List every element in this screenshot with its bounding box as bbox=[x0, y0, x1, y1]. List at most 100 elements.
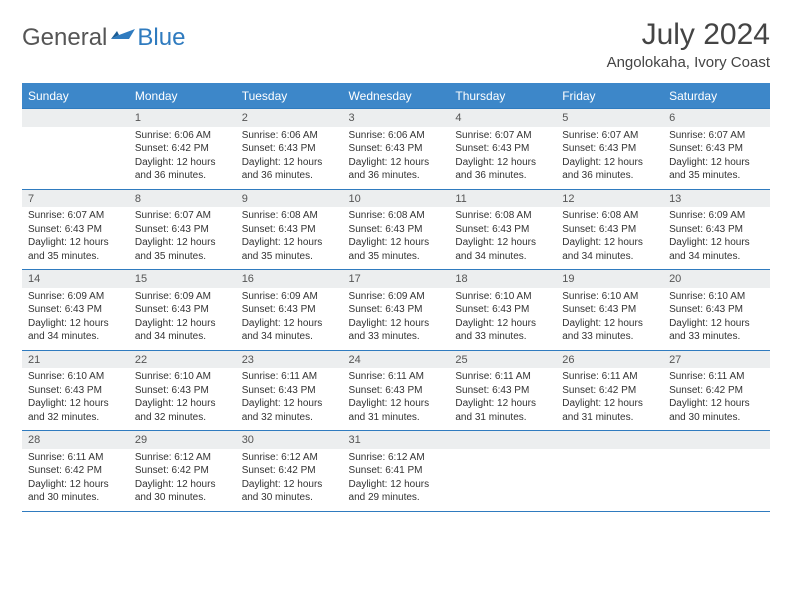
sunset-text: Sunset: 6:43 PM bbox=[349, 223, 444, 237]
day-info-cell: Sunrise: 6:10 AMSunset: 6:43 PMDaylight:… bbox=[22, 368, 129, 431]
sunset-text: Sunset: 6:42 PM bbox=[562, 384, 657, 398]
date-cell: 26 bbox=[556, 350, 663, 368]
sunrise-text: Sunrise: 6:07 AM bbox=[135, 209, 230, 223]
daylight-text: Daylight: 12 hours and 35 minutes. bbox=[669, 156, 764, 183]
sunset-text: Sunset: 6:42 PM bbox=[135, 464, 230, 478]
day-info-cell: Sunrise: 6:07 AMSunset: 6:43 PMDaylight:… bbox=[556, 127, 663, 190]
month-title: July 2024 bbox=[607, 18, 770, 52]
location-label: Angolokaha, Ivory Coast bbox=[607, 54, 770, 71]
brand-logo: General Blue bbox=[22, 18, 185, 52]
sunset-text: Sunset: 6:42 PM bbox=[669, 384, 764, 398]
day-info-cell: Sunrise: 6:10 AMSunset: 6:43 PMDaylight:… bbox=[556, 288, 663, 351]
daylight-text: Daylight: 12 hours and 35 minutes. bbox=[135, 236, 230, 263]
daylight-text: Daylight: 12 hours and 33 minutes. bbox=[349, 317, 444, 344]
sunrise-text: Sunrise: 6:07 AM bbox=[669, 129, 764, 143]
sunrise-text: Sunrise: 6:07 AM bbox=[562, 129, 657, 143]
day-info-cell: Sunrise: 6:09 AMSunset: 6:43 PMDaylight:… bbox=[343, 288, 450, 351]
sunset-text: Sunset: 6:41 PM bbox=[349, 464, 444, 478]
day-info-cell bbox=[449, 449, 556, 512]
sunrise-text: Sunrise: 6:11 AM bbox=[455, 370, 550, 384]
date-cell: 25 bbox=[449, 350, 556, 368]
daylight-text: Daylight: 12 hours and 31 minutes. bbox=[455, 397, 550, 424]
daylight-text: Daylight: 12 hours and 30 minutes. bbox=[242, 478, 337, 505]
sunrise-text: Sunrise: 6:06 AM bbox=[242, 129, 337, 143]
daylight-text: Daylight: 12 hours and 33 minutes. bbox=[669, 317, 764, 344]
sunset-text: Sunset: 6:43 PM bbox=[562, 223, 657, 237]
date-cell: 20 bbox=[663, 270, 770, 288]
date-cell: 17 bbox=[343, 270, 450, 288]
sunset-text: Sunset: 6:43 PM bbox=[669, 303, 764, 317]
day-info-cell: Sunrise: 6:12 AMSunset: 6:41 PMDaylight:… bbox=[343, 449, 450, 512]
sunrise-text: Sunrise: 6:09 AM bbox=[28, 290, 123, 304]
sunset-text: Sunset: 6:43 PM bbox=[242, 223, 337, 237]
day-info-cell: Sunrise: 6:07 AMSunset: 6:43 PMDaylight:… bbox=[22, 207, 129, 270]
daylight-text: Daylight: 12 hours and 36 minutes. bbox=[455, 156, 550, 183]
sunset-text: Sunset: 6:43 PM bbox=[242, 142, 337, 156]
header: General Blue July 2024 Angolokaha, Ivory… bbox=[22, 18, 770, 71]
sunset-text: Sunset: 6:43 PM bbox=[562, 303, 657, 317]
date-cell bbox=[449, 431, 556, 449]
daylight-text: Daylight: 12 hours and 29 minutes. bbox=[349, 478, 444, 505]
sunrise-text: Sunrise: 6:06 AM bbox=[135, 129, 230, 143]
date-cell: 3 bbox=[343, 109, 450, 127]
daylight-text: Daylight: 12 hours and 34 minutes. bbox=[135, 317, 230, 344]
day-info-cell bbox=[22, 127, 129, 190]
daylight-text: Daylight: 12 hours and 36 minutes. bbox=[135, 156, 230, 183]
day-info-cell: Sunrise: 6:08 AMSunset: 6:43 PMDaylight:… bbox=[343, 207, 450, 270]
day-info-cell: Sunrise: 6:09 AMSunset: 6:43 PMDaylight:… bbox=[663, 207, 770, 270]
day-info-cell: Sunrise: 6:07 AMSunset: 6:43 PMDaylight:… bbox=[449, 127, 556, 190]
info-row: Sunrise: 6:11 AMSunset: 6:42 PMDaylight:… bbox=[22, 449, 770, 512]
title-block: July 2024 Angolokaha, Ivory Coast bbox=[607, 18, 770, 71]
sunset-text: Sunset: 6:43 PM bbox=[28, 384, 123, 398]
sunrise-text: Sunrise: 6:09 AM bbox=[242, 290, 337, 304]
daylight-text: Daylight: 12 hours and 34 minutes. bbox=[242, 317, 337, 344]
day-info-cell: Sunrise: 6:08 AMSunset: 6:43 PMDaylight:… bbox=[556, 207, 663, 270]
daylight-text: Daylight: 12 hours and 34 minutes. bbox=[669, 236, 764, 263]
date-cell: 23 bbox=[236, 350, 343, 368]
sunrise-text: Sunrise: 6:12 AM bbox=[135, 451, 230, 465]
sunrise-text: Sunrise: 6:06 AM bbox=[349, 129, 444, 143]
daylight-text: Daylight: 12 hours and 30 minutes. bbox=[669, 397, 764, 424]
sunrise-text: Sunrise: 6:09 AM bbox=[669, 209, 764, 223]
calendar-table: Sunday Monday Tuesday Wednesday Thursday… bbox=[22, 83, 770, 512]
date-cell: 8 bbox=[129, 189, 236, 207]
sunset-text: Sunset: 6:42 PM bbox=[28, 464, 123, 478]
date-row: 28293031 bbox=[22, 431, 770, 449]
date-cell: 18 bbox=[449, 270, 556, 288]
day-info-cell: Sunrise: 6:11 AMSunset: 6:43 PMDaylight:… bbox=[236, 368, 343, 431]
daylight-text: Daylight: 12 hours and 34 minutes. bbox=[562, 236, 657, 263]
date-cell: 4 bbox=[449, 109, 556, 127]
sunrise-text: Sunrise: 6:08 AM bbox=[455, 209, 550, 223]
day-info-cell: Sunrise: 6:08 AMSunset: 6:43 PMDaylight:… bbox=[449, 207, 556, 270]
day-info-cell: Sunrise: 6:11 AMSunset: 6:43 PMDaylight:… bbox=[343, 368, 450, 431]
sunrise-text: Sunrise: 6:10 AM bbox=[135, 370, 230, 384]
day-info-cell: Sunrise: 6:08 AMSunset: 6:43 PMDaylight:… bbox=[236, 207, 343, 270]
sunrise-text: Sunrise: 6:10 AM bbox=[669, 290, 764, 304]
sunrise-text: Sunrise: 6:11 AM bbox=[669, 370, 764, 384]
date-cell: 24 bbox=[343, 350, 450, 368]
date-cell: 27 bbox=[663, 350, 770, 368]
sunrise-text: Sunrise: 6:12 AM bbox=[349, 451, 444, 465]
info-row: Sunrise: 6:07 AMSunset: 6:43 PMDaylight:… bbox=[22, 207, 770, 270]
weekday-header: Saturday bbox=[663, 84, 770, 109]
date-cell: 30 bbox=[236, 431, 343, 449]
day-info-cell: Sunrise: 6:06 AMSunset: 6:43 PMDaylight:… bbox=[343, 127, 450, 190]
daylight-text: Daylight: 12 hours and 32 minutes. bbox=[28, 397, 123, 424]
date-cell bbox=[556, 431, 663, 449]
sunrise-text: Sunrise: 6:10 AM bbox=[28, 370, 123, 384]
date-cell: 22 bbox=[129, 350, 236, 368]
sunset-text: Sunset: 6:42 PM bbox=[242, 464, 337, 478]
day-info-cell: Sunrise: 6:10 AMSunset: 6:43 PMDaylight:… bbox=[663, 288, 770, 351]
weekday-header: Monday bbox=[129, 84, 236, 109]
info-row: Sunrise: 6:09 AMSunset: 6:43 PMDaylight:… bbox=[22, 288, 770, 351]
sunrise-text: Sunrise: 6:08 AM bbox=[562, 209, 657, 223]
sunset-text: Sunset: 6:43 PM bbox=[135, 303, 230, 317]
daylight-text: Daylight: 12 hours and 35 minutes. bbox=[349, 236, 444, 263]
day-info-cell: Sunrise: 6:09 AMSunset: 6:43 PMDaylight:… bbox=[236, 288, 343, 351]
info-row: Sunrise: 6:06 AMSunset: 6:42 PMDaylight:… bbox=[22, 127, 770, 190]
daylight-text: Daylight: 12 hours and 36 minutes. bbox=[242, 156, 337, 183]
daylight-text: Daylight: 12 hours and 33 minutes. bbox=[562, 317, 657, 344]
date-cell: 10 bbox=[343, 189, 450, 207]
sunset-text: Sunset: 6:43 PM bbox=[135, 223, 230, 237]
weekday-header: Sunday bbox=[22, 84, 129, 109]
